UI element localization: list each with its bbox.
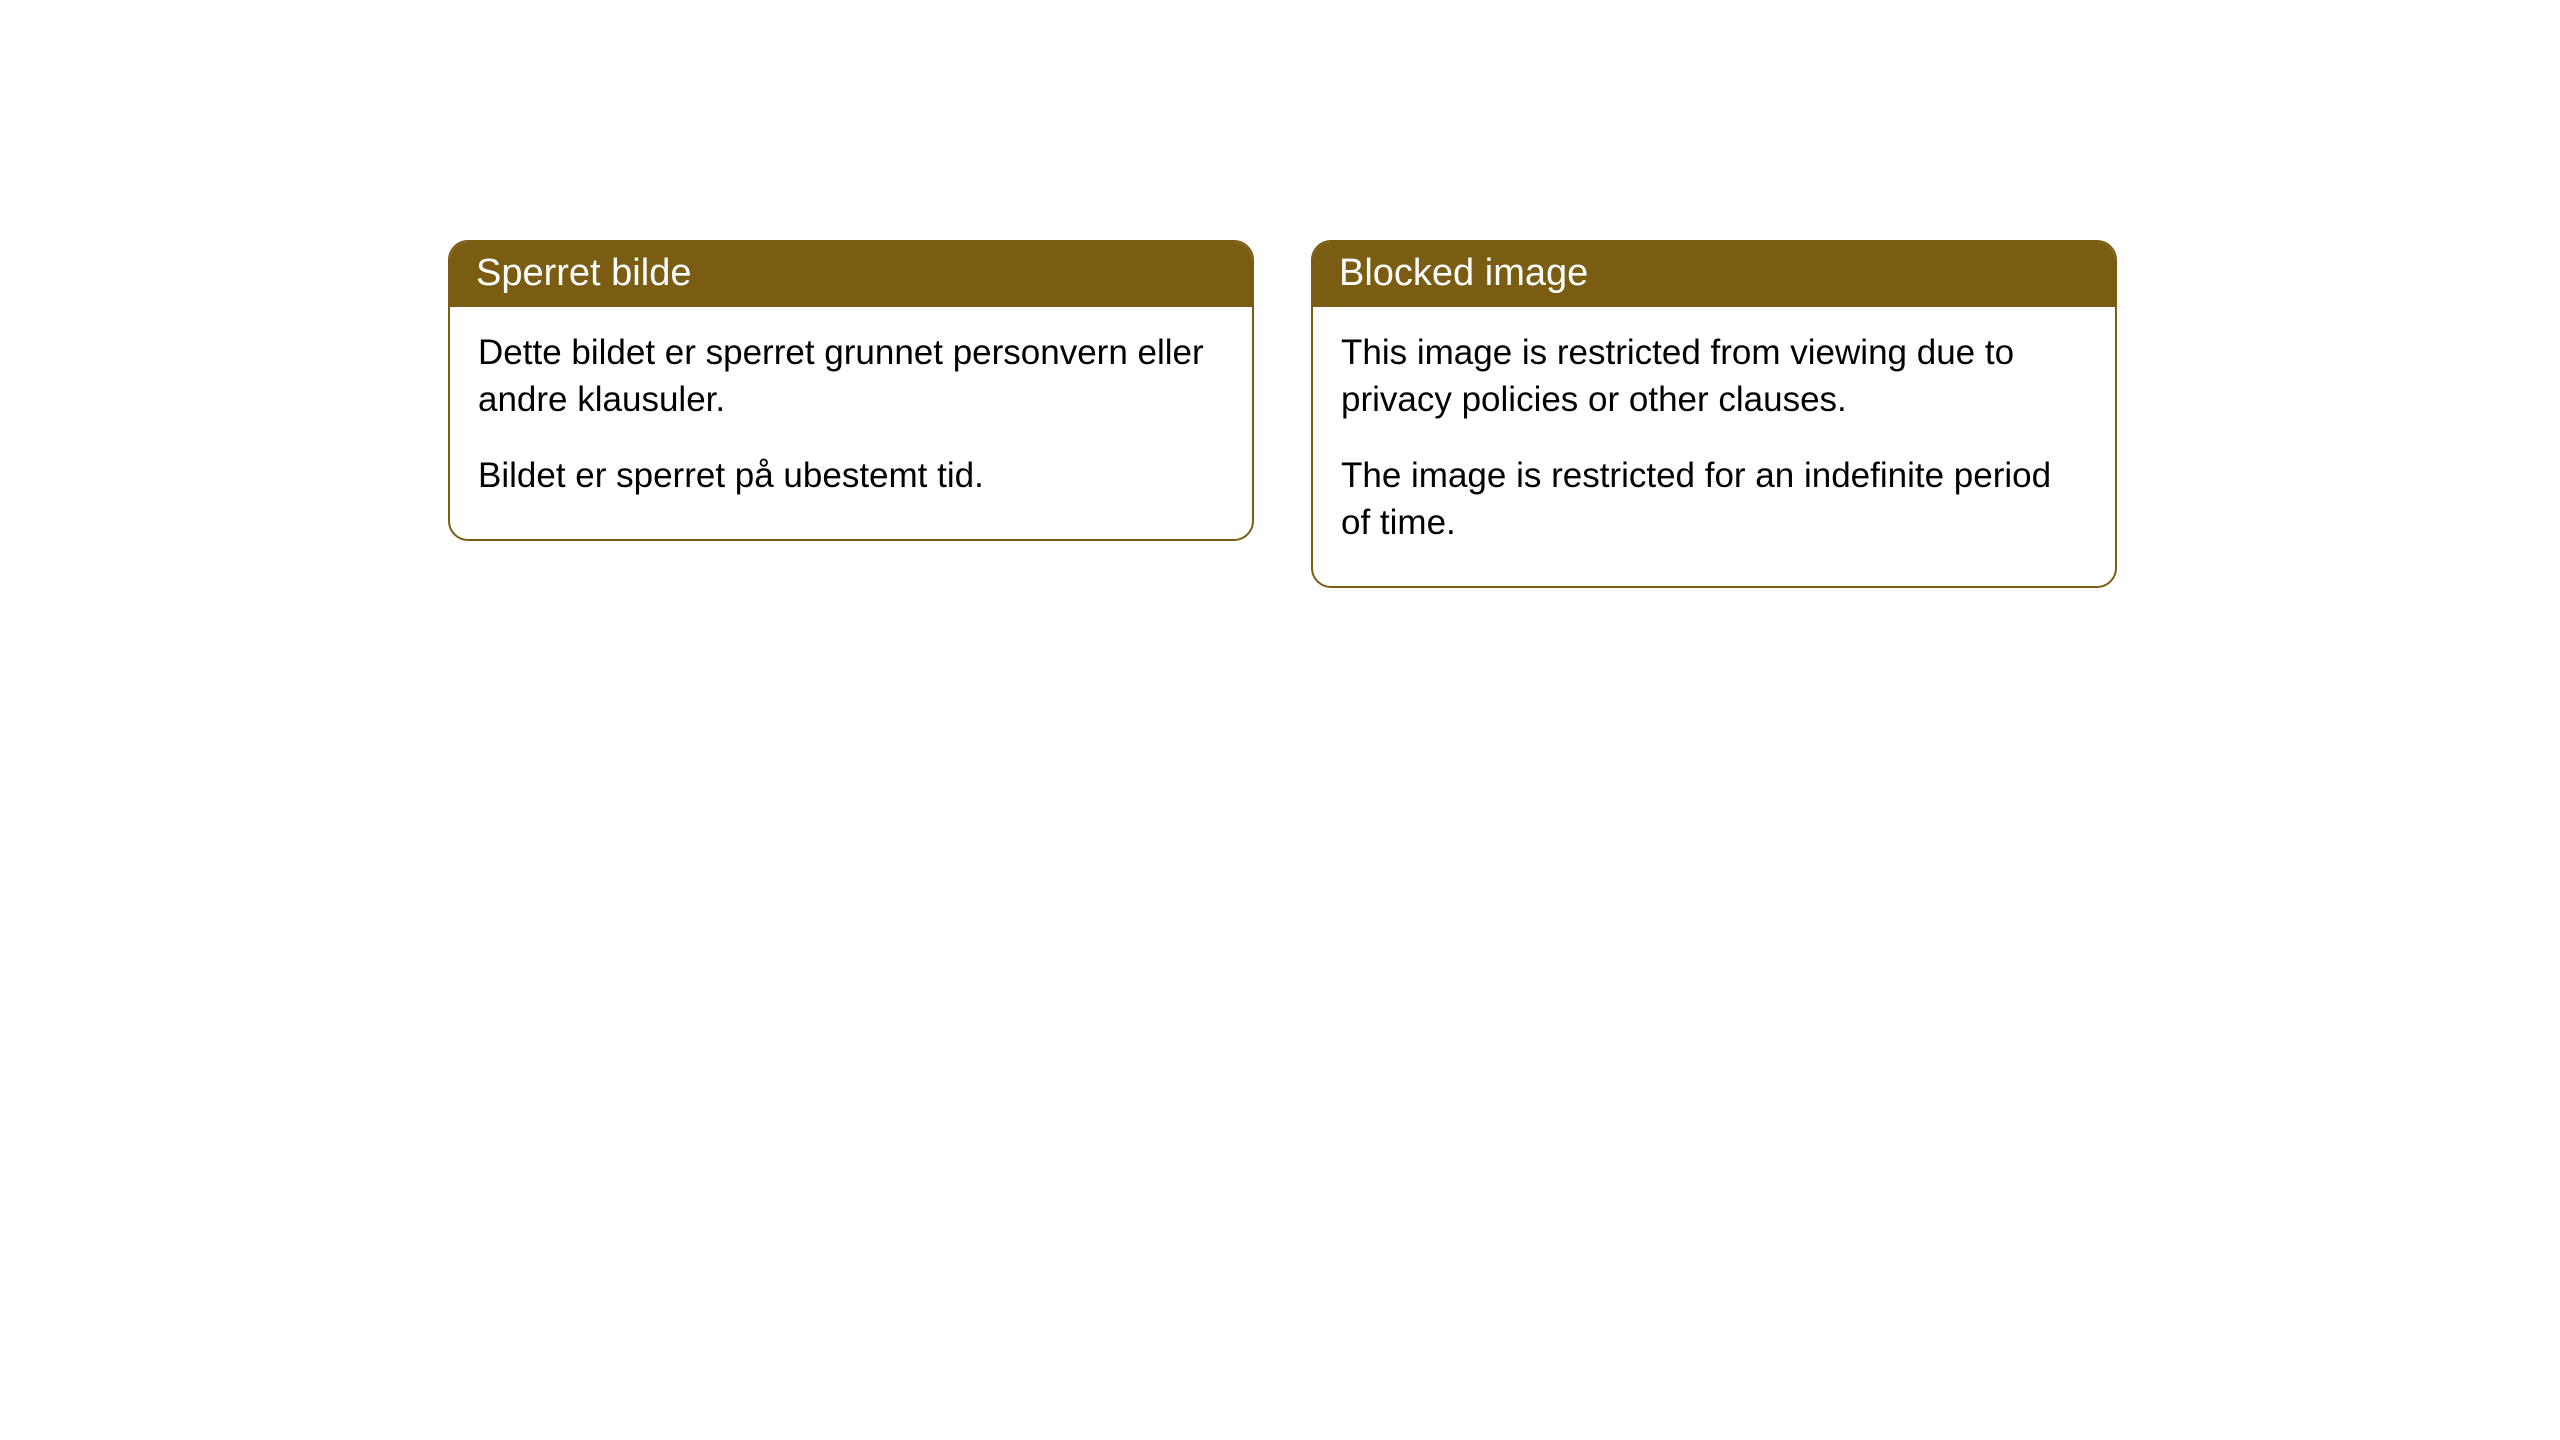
card-paragraph: The image is restricted for an indefinit… [1341, 452, 2087, 547]
card-header: Sperret bilde [450, 242, 1252, 307]
card-body: Dette bildet er sperret grunnet personve… [450, 307, 1252, 539]
card-paragraph: Dette bildet er sperret grunnet personve… [478, 329, 1224, 424]
blocked-image-card-norwegian: Sperret bilde Dette bildet er sperret gr… [448, 240, 1254, 541]
card-header: Blocked image [1313, 242, 2115, 307]
card-title: Sperret bilde [476, 252, 691, 294]
blocked-image-card-english: Blocked image This image is restricted f… [1311, 240, 2117, 588]
card-paragraph: This image is restricted from viewing du… [1341, 329, 2087, 424]
card-paragraph: Bildet er sperret på ubestemt tid. [478, 452, 1224, 499]
card-title: Blocked image [1339, 252, 1588, 294]
card-body: This image is restricted from viewing du… [1313, 307, 2115, 586]
